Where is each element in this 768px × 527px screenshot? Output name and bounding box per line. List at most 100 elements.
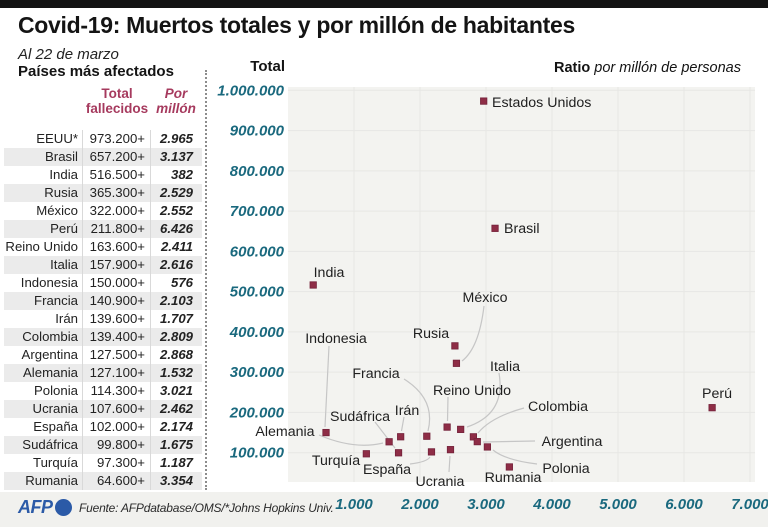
- table-row: Rusia 365.300+ 2.529: [4, 184, 202, 202]
- ratio-cell: 1.707: [150, 310, 202, 328]
- deaths-cell: 657.200+: [82, 148, 150, 166]
- y-axis-tick-label: 900.000: [230, 123, 285, 140]
- y-axis-tick-label: 600.000: [230, 243, 285, 260]
- data-point-reino-unido[interactable]: [443, 423, 451, 431]
- deaths-cell: 99.800+: [82, 436, 150, 454]
- dotted-divider: [205, 70, 207, 490]
- column-header-deaths: Total fallecidos: [84, 86, 150, 116]
- y-axis-tick-label: 500.000: [230, 284, 285, 301]
- table-row: Ucrania 107.600+ 2.462: [4, 400, 202, 418]
- ratio-cell: 2.868: [150, 346, 202, 364]
- ratio-cell: 2.616: [150, 256, 202, 274]
- ratio-cell: 3.137: [150, 148, 202, 166]
- table-row: Irán 139.600+ 1.707: [4, 310, 202, 328]
- point-label: Sudáfrica: [330, 409, 390, 425]
- point-label: India: [314, 265, 345, 281]
- data-point-indonesia[interactable]: [322, 428, 330, 437]
- leader-line: [318, 434, 384, 446]
- data-point-italia[interactable]: [457, 425, 465, 433]
- table-row: Reino Unido 163.600+ 2.411: [4, 238, 202, 256]
- ratio-cell: 2.411: [150, 238, 202, 256]
- y-axis-tick-label: 400.000: [229, 324, 285, 341]
- page-title: Covid-19: Muertos totales y por millón d…: [18, 12, 575, 38]
- data-point-sudáfrica[interactable]: [394, 449, 403, 457]
- data-point-méxico[interactable]: [452, 359, 461, 367]
- data-point-india[interactable]: [309, 281, 317, 289]
- data-point-colombia[interactable]: [469, 433, 477, 441]
- x-axis-title: Ratio por millón de personas: [460, 60, 741, 76]
- column-header-deaths-line2: fallecidos: [85, 101, 149, 116]
- deaths-cell: 107.600+: [82, 400, 150, 418]
- table-row: Rumania 64.600+ 3.354: [4, 472, 202, 490]
- y-axis-tick-label: 300.000: [230, 364, 285, 381]
- point-label: Perú: [702, 386, 732, 402]
- deaths-cell: 139.600+: [82, 310, 150, 328]
- data-point-españa[interactable]: [427, 448, 436, 456]
- country-cell: Francia: [34, 293, 78, 308]
- data-point-francia[interactable]: [423, 432, 431, 440]
- leader-line: [492, 449, 538, 465]
- table-row: Polonia 114.300+ 3.021: [4, 382, 202, 400]
- data-point-polonia[interactable]: [483, 443, 491, 451]
- column-header-ratio-line2: millón: [156, 101, 196, 116]
- country-cell: Rusia: [44, 185, 78, 200]
- point-label: Rumania: [485, 470, 542, 486]
- data-point-argentina[interactable]: [473, 438, 481, 446]
- x-axis-tick-label: 5.000: [599, 496, 637, 513]
- table-row: México 322.000+ 2.552: [4, 202, 202, 220]
- ratio-cell: 2.529: [150, 184, 202, 202]
- leader-line: [400, 416, 405, 432]
- deaths-cell: 140.900+: [82, 292, 150, 310]
- data-point-rumania[interactable]: [505, 463, 513, 471]
- leader-line: [324, 345, 330, 428]
- x-axis-title-italic: por millón de personas: [590, 60, 741, 76]
- point-label: Argentina: [542, 434, 603, 450]
- x-axis-tick-label: 4.000: [532, 496, 571, 513]
- point-label: Polonia: [542, 461, 589, 477]
- data-point-perú[interactable]: [708, 404, 716, 412]
- country-cell: Perú: [50, 221, 78, 236]
- x-axis-title-bold: Ratio: [554, 60, 591, 76]
- data-point-irán[interactable]: [397, 433, 405, 441]
- deaths-cell: 211.800+: [82, 220, 150, 238]
- leader-line: [477, 407, 525, 434]
- point-label: Ucrania: [416, 474, 465, 490]
- country-cell: Brasil: [45, 149, 78, 164]
- data-point-rusia[interactable]: [451, 342, 459, 350]
- point-label: Francia: [352, 366, 399, 382]
- data-point-ucrania[interactable]: [446, 446, 455, 454]
- data-point-alemania[interactable]: [385, 438, 393, 446]
- x-axis-tick-label: 3.000: [467, 496, 505, 513]
- country-cell: Rumania: [25, 473, 78, 488]
- footer-strip: [0, 492, 768, 527]
- point-label: España: [363, 462, 411, 478]
- data-point-estados-unidos[interactable]: [480, 97, 488, 105]
- table-row: Indonesia 150.000+ 576: [4, 274, 202, 292]
- country-cell: España: [33, 419, 78, 434]
- deaths-cell: 102.000+: [82, 418, 150, 436]
- ratio-cell: 2.462: [150, 400, 202, 418]
- table-row: Alemania 127.100+ 1.532: [4, 364, 202, 382]
- point-label: Rusia: [413, 326, 449, 342]
- table-row: Perú 211.800+ 6.426: [4, 220, 202, 238]
- leader-line: [448, 455, 451, 473]
- country-cell: Turquía: [33, 455, 78, 470]
- point-label: Indonesia: [305, 331, 367, 347]
- data-point-turquía[interactable]: [362, 450, 370, 458]
- ratio-cell: 576: [150, 274, 202, 292]
- table-row: España 102.000+ 2.174: [4, 418, 202, 436]
- x-axis-tick-label: 1.000: [335, 496, 373, 513]
- deaths-cell: 97.300+: [82, 454, 150, 472]
- data-point-brasil[interactable]: [491, 224, 499, 232]
- ratio-cell: 2.965: [150, 130, 202, 148]
- source-credit: Fuente: AFPdatabase/OMS/*Johns Hopkins U…: [79, 501, 334, 515]
- leader-line: [466, 372, 501, 428]
- point-label: Italia: [490, 359, 520, 375]
- table-row: Francia 140.900+ 2.103: [4, 292, 202, 310]
- country-cell: Italia: [50, 257, 78, 272]
- country-cell: México: [36, 203, 78, 218]
- point-label: Brasil: [504, 221, 539, 237]
- y-axis-tick-label: 800.000: [230, 163, 285, 180]
- leader-line: [409, 456, 431, 465]
